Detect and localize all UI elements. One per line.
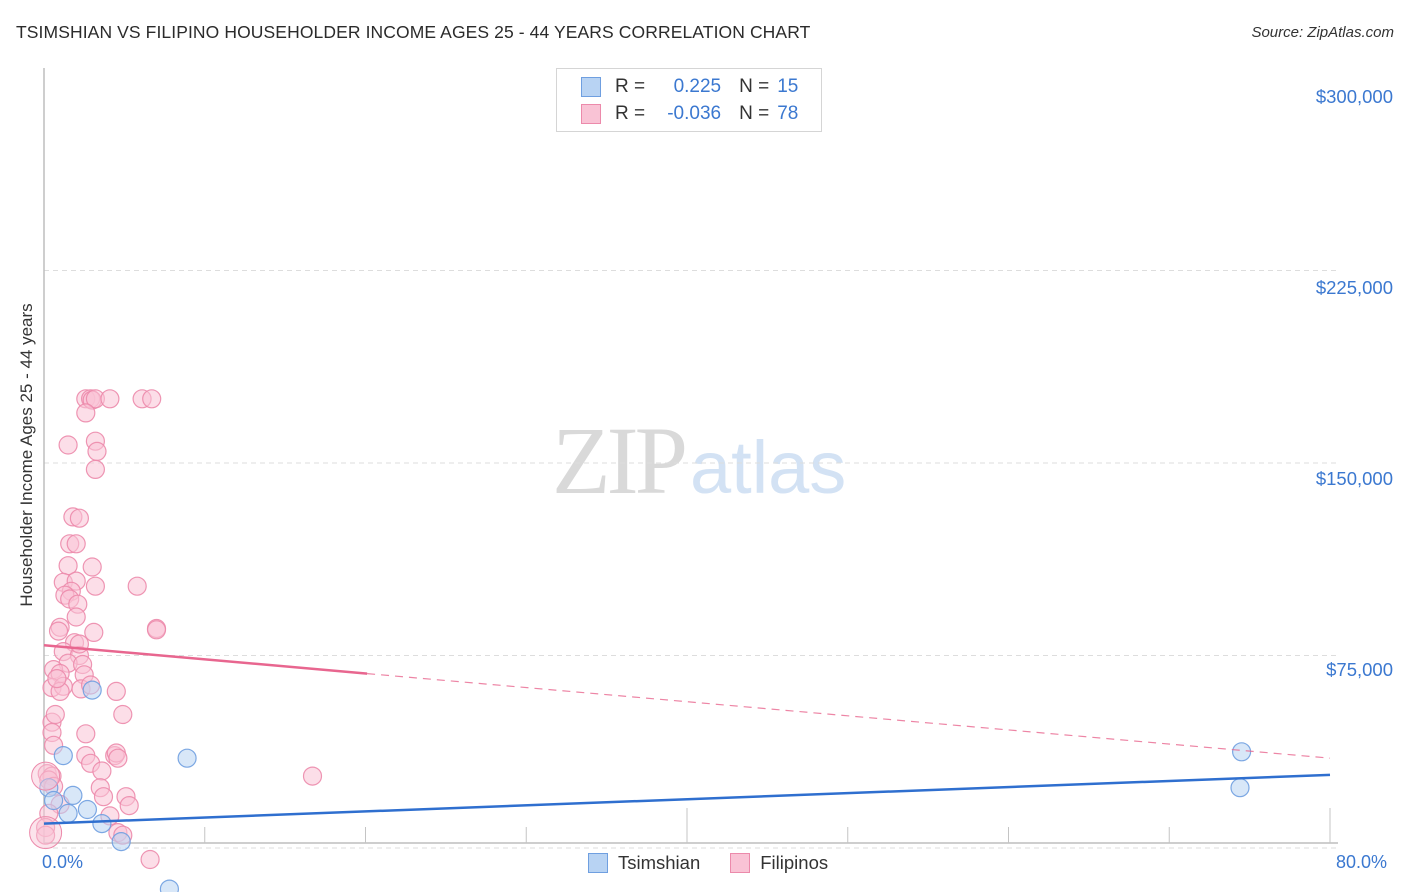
r-value: 0.225 xyxy=(673,76,722,97)
data-point xyxy=(177,748,197,768)
data-point xyxy=(69,508,90,528)
chart-title: TSIMSHIAN VS FILIPINO HOUSEHOLDER INCOME… xyxy=(16,22,811,42)
tsimshian-trend-line xyxy=(43,773,1331,825)
legend-row-filipinos: R = -0.036 N = 78 xyxy=(581,102,798,126)
data-point xyxy=(58,435,78,455)
n-value: 78 xyxy=(777,103,799,124)
filipinos-trend-line xyxy=(43,643,368,675)
legend-label-tsimshian: Tsimshian xyxy=(618,852,701,873)
data-point xyxy=(76,724,96,744)
data-point xyxy=(82,557,102,577)
data-point xyxy=(63,785,83,806)
data-point xyxy=(53,745,73,766)
data-point xyxy=(35,825,56,845)
data-point xyxy=(113,704,133,725)
y-tick-150000: $150,000 xyxy=(1315,468,1393,489)
r-label: R = xyxy=(615,76,646,97)
data-point xyxy=(48,621,69,641)
data-point xyxy=(58,803,78,824)
x-tick-80: 80.0% xyxy=(1336,852,1388,872)
data-point xyxy=(127,576,147,596)
data-point xyxy=(1231,742,1252,762)
data-point xyxy=(87,441,107,461)
legend-item-filipinos[interactable]: Filipinos xyxy=(730,852,828,874)
data-point xyxy=(84,622,104,643)
data-point xyxy=(45,704,65,725)
y-axis-label: Householder Income Ages 25 - 44 years xyxy=(17,303,36,607)
data-point xyxy=(108,748,128,768)
data-point xyxy=(31,761,61,791)
data-point xyxy=(1230,778,1250,798)
series-legend: Tsimshian Filipinos xyxy=(588,852,858,874)
data-point xyxy=(100,389,120,409)
data-point xyxy=(76,403,96,423)
data-point xyxy=(106,681,126,702)
tsimshian-swatch-icon xyxy=(588,853,608,873)
source-label: Source: ZipAtlas.com xyxy=(1251,24,1394,41)
data-point xyxy=(82,680,102,700)
data-point xyxy=(85,576,106,596)
data-point xyxy=(93,787,114,807)
filipinos-swatch-icon xyxy=(581,104,601,124)
y-tick-300000: $300,000 xyxy=(1315,86,1393,107)
data-point xyxy=(29,816,63,850)
n-label: N = xyxy=(739,76,770,97)
n-value: 15 xyxy=(777,76,799,97)
y-tick-75000: $75,000 xyxy=(1326,659,1393,680)
data-point xyxy=(140,849,160,870)
data-point xyxy=(119,795,139,816)
r-value: -0.036 xyxy=(667,103,722,124)
data-point xyxy=(302,766,323,786)
legend-item-tsimshian[interactable]: Tsimshian xyxy=(588,852,700,874)
data-point xyxy=(69,634,90,654)
correlation-legend: R = 0.225 N = 15 R = -0.036 N = 78 xyxy=(556,68,822,132)
data-point xyxy=(66,607,86,627)
data-point xyxy=(142,389,162,409)
data-point xyxy=(159,879,179,892)
legend-label-filipinos: Filipinos xyxy=(760,852,829,873)
tsimshian-swatch-icon xyxy=(581,77,601,97)
y-tick-225000: $225,000 xyxy=(1315,277,1393,298)
data-point xyxy=(77,799,98,820)
data-point xyxy=(85,459,106,479)
n-label: N = xyxy=(739,103,770,124)
x-tick-0: 0.0% xyxy=(42,852,84,872)
legend-row-tsimshian: R = 0.225 N = 15 xyxy=(581,75,798,99)
data-point xyxy=(146,620,167,640)
data-point xyxy=(92,813,112,834)
r-label: R = xyxy=(615,103,646,124)
data-point xyxy=(47,668,67,689)
filipinos-swatch-icon xyxy=(730,853,751,873)
data-point xyxy=(66,534,86,554)
data-point xyxy=(92,761,112,781)
filipinos-trend-line-extrapolated xyxy=(367,673,1331,759)
data-point xyxy=(43,790,64,811)
data-point xyxy=(111,831,131,852)
